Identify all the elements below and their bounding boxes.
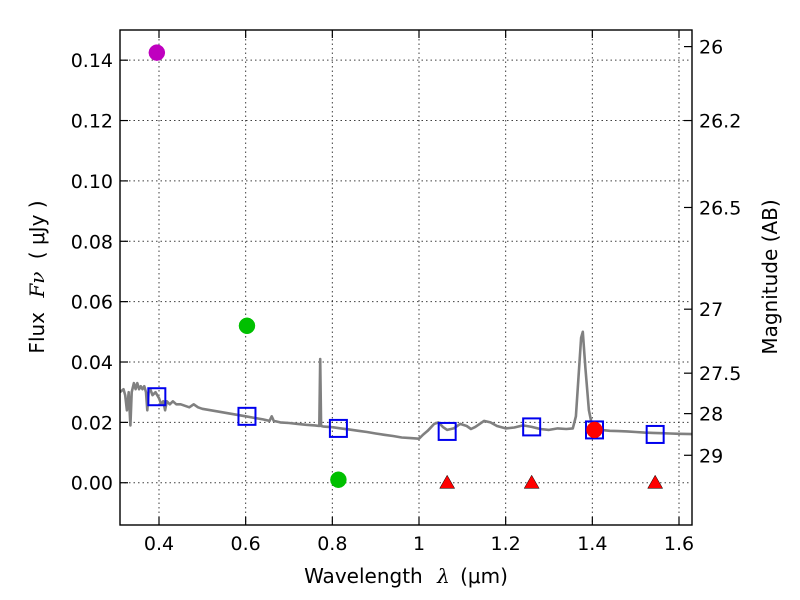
photometry-error-bar xyxy=(0,30,4,96)
photometry-error-bar xyxy=(0,391,5,469)
y-tick-label: 0.14 xyxy=(71,50,113,72)
model-band-square xyxy=(645,424,665,444)
y2-tick-label: 27 xyxy=(699,299,723,321)
y-tick-label: 0.02 xyxy=(71,412,113,434)
spectrum-line xyxy=(120,330,692,440)
y-tick-label: 0.08 xyxy=(71,231,113,253)
y2-tick-label: 26 xyxy=(699,37,723,59)
photometry-error-bar xyxy=(0,465,5,493)
upper-limit-error-bar xyxy=(0,457,5,483)
y-axis-title-unit: ( μJy ) xyxy=(25,200,49,259)
plot-frame xyxy=(119,29,693,526)
photometry-point xyxy=(586,421,603,439)
y2-tick-label: 27.5 xyxy=(699,363,741,385)
y2-tick-label: 29 xyxy=(699,445,723,467)
marker-layer xyxy=(0,30,665,493)
model-band-square xyxy=(237,406,257,426)
model-band-square xyxy=(585,420,604,440)
grid-layer xyxy=(120,30,692,525)
upper-limit-error-bar xyxy=(0,459,6,483)
x-tick-label: 1.2 xyxy=(491,533,521,555)
y2-axis-title: Magnitude (AB) xyxy=(758,199,782,354)
x-axis-title-symbol: λ xyxy=(436,564,450,588)
y2-tick-label: 26.5 xyxy=(699,197,741,219)
model-band-square xyxy=(328,418,348,438)
y-axis-title: Flux Fν ( μJy ) xyxy=(25,200,49,353)
upper-limit-triangle xyxy=(647,474,664,489)
x-tick-label: 1.6 xyxy=(664,533,694,555)
photometry-point xyxy=(238,317,256,335)
y-tick-label: 0.04 xyxy=(71,352,113,374)
x-tick-label: 1 xyxy=(413,533,425,555)
tick-layer: 0.4 0.6 0.8 1 1.2 1.4 1.6 0.00 0.02 0.04 0.06 0.08 0… xyxy=(71,30,741,555)
y-tick-label: 0.06 xyxy=(71,292,113,314)
x-axis-title: Wavelength λ (μm) xyxy=(304,564,508,588)
x-tick-label: 0.4 xyxy=(144,533,174,555)
spectrum-layer xyxy=(120,330,692,440)
y-tick-label: 0.10 xyxy=(71,171,113,193)
x-tick-label: 0.8 xyxy=(317,533,347,555)
y-axis-title-symbol: Fν xyxy=(25,272,49,299)
photometry-error-bar xyxy=(0,300,5,351)
upper-limit-error-bar xyxy=(0,436,5,483)
y-tick-label: 0.00 xyxy=(71,473,113,495)
photometry-point xyxy=(148,44,166,61)
model-band-square xyxy=(522,417,542,437)
x-axis-title-unit: (μm) xyxy=(460,564,508,588)
x-tick-label: 1.4 xyxy=(577,533,607,555)
y-tick-label: 0.12 xyxy=(71,111,113,133)
y2-tick-label: 26.2 xyxy=(699,111,741,133)
upper-limit-triangle xyxy=(523,474,540,489)
y-axis-title-prefix: Flux xyxy=(25,312,49,354)
x-tick-label: 0.6 xyxy=(231,533,261,555)
x-axis-title-prefix: Wavelength xyxy=(304,564,423,588)
photometry-point xyxy=(330,471,347,488)
upper-limit-triangle xyxy=(439,474,456,489)
y2-tick-label: 28 xyxy=(699,404,723,426)
model-band-square xyxy=(437,421,457,441)
model-band-square xyxy=(147,387,167,407)
